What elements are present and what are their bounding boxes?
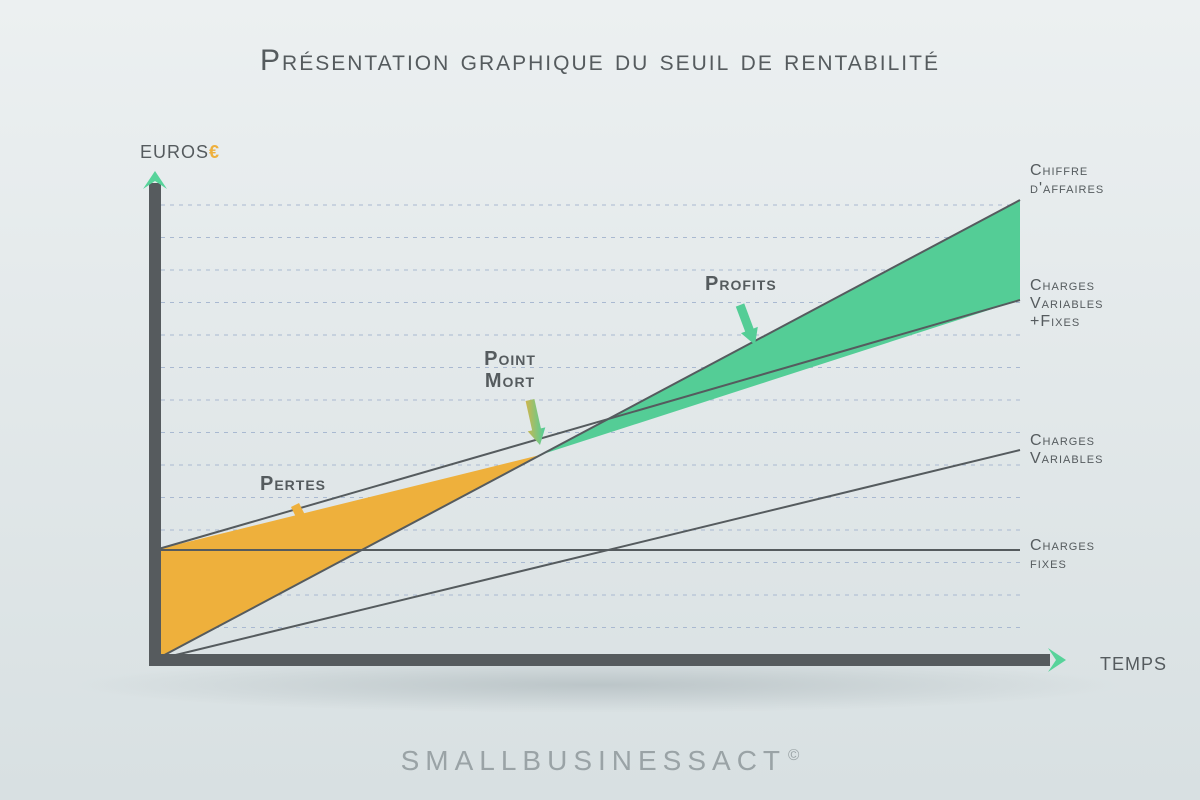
loss-label: Pertes [260, 473, 326, 495]
chart-title: Présentation graphique du seuil de renta… [260, 44, 940, 77]
footer-brand: SMALLBUSINESSACT© [401, 745, 800, 776]
breakeven-chart: Présentation graphique du seuil de renta… [0, 0, 1200, 800]
x-axis-label: TEMPS [1100, 654, 1167, 674]
breakeven-label: PointMort [484, 348, 536, 392]
y-axis-label: EUROS€ [140, 142, 220, 162]
variable-cost-label: ChargesVariablesCharges Variables [1030, 432, 1103, 467]
profit-label: Profits [705, 273, 777, 295]
